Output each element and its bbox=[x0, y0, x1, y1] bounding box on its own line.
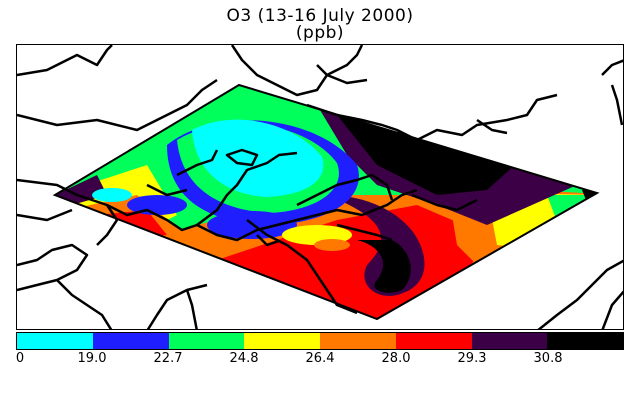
color-scale-tick-label: 30.8 bbox=[533, 351, 563, 366]
color-scale-tick-label: 28.0 bbox=[381, 351, 411, 366]
color-scale-tick-label: 24.8 bbox=[229, 351, 259, 366]
color-scale-swatch bbox=[395, 333, 472, 349]
color-scale-tick-label: 22.7 bbox=[153, 351, 183, 366]
color-scale-swatch bbox=[17, 333, 93, 349]
map-panel bbox=[16, 44, 624, 330]
color-scale-swatch bbox=[471, 333, 548, 349]
color-scale-tick-label: 29.3 bbox=[457, 351, 487, 366]
color-scale-swatch bbox=[547, 333, 623, 349]
map-units: (ppb) bbox=[295, 23, 345, 43]
domain-boundary bbox=[52, 83, 600, 321]
color-scale-swatch bbox=[244, 333, 320, 349]
color-scale-bar bbox=[16, 332, 624, 350]
color-scale-tick-label: 26.4 bbox=[305, 351, 335, 366]
map-canvas bbox=[17, 45, 623, 329]
ozone-field bbox=[55, 85, 597, 319]
color-scale-labels: 0 19.0 22.7 24.8 26.4 28.0 29.3 30.8 bbox=[16, 351, 624, 367]
color-scale-swatch bbox=[320, 333, 396, 349]
color-scale-swatch bbox=[92, 333, 169, 349]
color-scale-tick-label: 19.0 bbox=[77, 351, 107, 366]
map-title: O3 (13-16 July 2000) bbox=[226, 6, 414, 26]
coastlines bbox=[17, 45, 623, 329]
color-scale-tick-label: 0 bbox=[15, 351, 25, 366]
color-scale-swatch bbox=[168, 333, 245, 349]
